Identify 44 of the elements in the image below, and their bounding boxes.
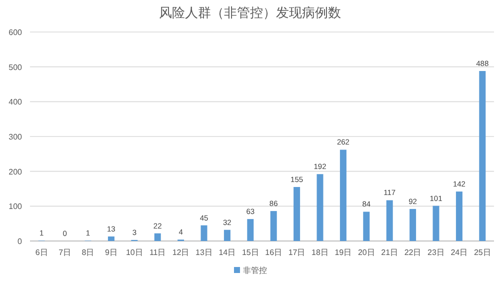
legend-label: 非管控	[243, 266, 267, 275]
bar	[432, 206, 440, 241]
bar	[224, 230, 230, 241]
y-tick-label: 200	[8, 167, 23, 176]
bar	[386, 200, 393, 241]
y-tick-label: 500	[8, 62, 23, 72]
x-tick-label: 22日	[404, 248, 422, 257]
x-tick-label: 10日	[126, 248, 143, 257]
x-tick-label: 23日	[428, 248, 444, 257]
bar	[363, 212, 370, 241]
bar	[456, 192, 462, 241]
x-tick-label: 8日	[82, 248, 94, 257]
x-tick-label: 6日	[35, 248, 48, 257]
x-tick-label: 12日	[172, 248, 190, 257]
bar	[108, 236, 114, 241]
x-tick-label: 11日	[149, 248, 166, 257]
y-tick-label: 600	[8, 28, 23, 37]
x-tick-label: 24日	[450, 248, 468, 257]
bar	[247, 219, 254, 241]
x-tick-label: 13日	[196, 248, 212, 257]
x-tick-label: 7日	[58, 248, 72, 257]
x-tick-label: 17日	[288, 248, 306, 257]
x-tick-label: 20日	[358, 248, 375, 257]
y-tick-label: 300	[8, 132, 23, 142]
x-tick-label: 25日	[474, 248, 491, 257]
bar	[270, 211, 277, 241]
chart-title: 风险人群（非管控）发现病例数	[159, 5, 341, 20]
y-tick-label: 0	[18, 237, 23, 246]
y-tick-label: 400	[8, 98, 23, 107]
x-tick-label: 16日	[265, 248, 282, 257]
x-tick-label: 21日	[381, 248, 398, 257]
y-tick-label: 100	[8, 202, 23, 212]
x-tick-label: 15日	[242, 248, 259, 257]
x-tick-label: 9日	[104, 248, 118, 257]
x-tick-label: 18日	[312, 248, 328, 257]
bar	[200, 225, 208, 241]
bar	[294, 187, 300, 241]
bar	[410, 208, 416, 241]
bar	[154, 233, 161, 241]
x-tick-label: 14日	[218, 248, 236, 257]
bar	[479, 71, 486, 241]
bar	[340, 150, 346, 241]
x-tick-label: 19日	[334, 248, 352, 257]
bar	[316, 174, 324, 241]
